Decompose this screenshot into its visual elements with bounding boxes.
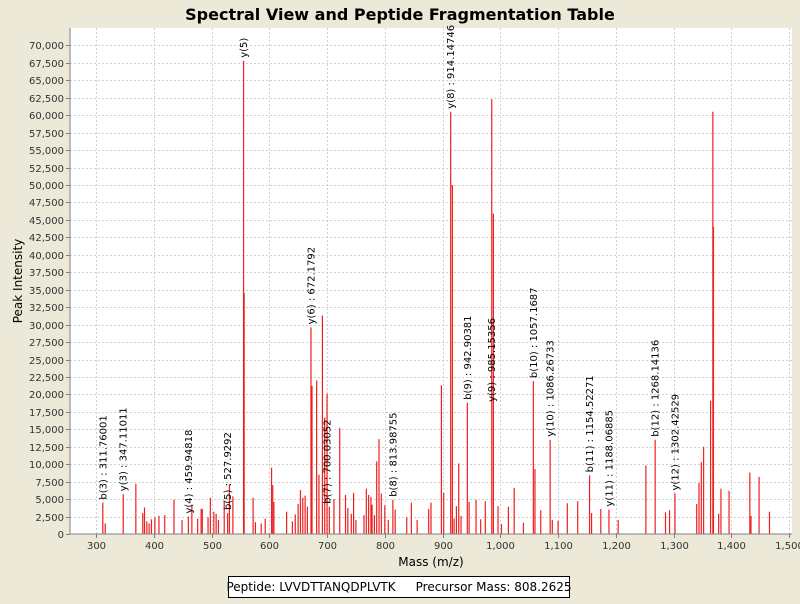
y-tick-label: 70,000 xyxy=(29,41,64,52)
y-tick-label: 55,000 xyxy=(29,146,64,157)
x-tick-label: 500 xyxy=(203,541,222,552)
precursor-mass: Precursor Mass: 808.2625 xyxy=(415,580,572,594)
y-tick-label: 0 xyxy=(58,530,64,541)
y-tick-label: 2,500 xyxy=(35,513,64,524)
peak-annotation-label: y(12) : 1302.42529 xyxy=(670,394,681,491)
y-tick-label: 32,500 xyxy=(29,303,64,314)
x-tick-label: 300 xyxy=(87,541,106,552)
x-axis-label: Mass (m/z) xyxy=(398,555,463,569)
peak-annotation-label: b(8) : 813.98755 xyxy=(388,412,399,496)
x-tick-label: 400 xyxy=(145,541,164,552)
peptide-info-box: Peptide: LVVDTTANQDPLVTK Precursor Mass:… xyxy=(226,576,572,598)
y-tick-label: 65,000 xyxy=(29,76,64,87)
y-tick-label: 22,500 xyxy=(29,373,64,384)
y-tick-label: 40,000 xyxy=(29,251,64,262)
peak-annotation-label: b(10) : 1057.1687 xyxy=(529,287,540,378)
y-tick-label: 15,000 xyxy=(29,425,64,436)
y-tick-label: 37,500 xyxy=(29,268,64,279)
y-tick-label: 5,000 xyxy=(35,495,64,506)
y-tick-label: 42,500 xyxy=(29,233,64,244)
y-tick-label: 50,000 xyxy=(29,181,64,192)
y-tick-label: 20,000 xyxy=(29,390,64,401)
y-tick-label: 67,500 xyxy=(29,59,64,70)
x-tick-label: 1,500 xyxy=(775,541,800,552)
peak-annotation-label: b(11) : 1154.52271 xyxy=(585,375,596,472)
peak-annotation-label: y(10) : 1086.26733 xyxy=(546,340,557,437)
x-tick-label: 900 xyxy=(434,541,453,552)
peak-annotation-label: b(3) : 311.76001 xyxy=(98,415,109,499)
peak-annotation-label: b(9) : 942.90381 xyxy=(463,315,474,399)
x-tick-label: 1,100 xyxy=(544,541,573,552)
peak-annotation-label: y(6) : 672.1792 xyxy=(306,247,317,325)
peak-annotation-label: y(9) : 985.15356 xyxy=(487,318,498,402)
y-tick-label: 60,000 xyxy=(29,111,64,122)
peaks xyxy=(102,60,771,534)
x-tick-label: 700 xyxy=(318,541,337,552)
chart-title: Spectral View and Peptide Fragmentation … xyxy=(185,5,615,24)
y-tick-label: 12,500 xyxy=(29,443,64,454)
peak-annotation-label: y(4) : 459.94818 xyxy=(184,430,195,514)
peptide-sequence: Peptide: LVVDTTANQDPLVTK xyxy=(226,580,396,594)
peak-annotation-label: y(11) : 1188.06885 xyxy=(604,410,615,507)
peak-annotations: b(3) : 311.76001 y(3) : 347.11011 y(4) : 4… xyxy=(98,25,681,514)
y-axis-ticks: 0 2,500 5,000 7,500 10,000 12,500 15,000 17,500… xyxy=(29,41,70,541)
y-axis-label: Peak Intensity xyxy=(11,239,25,324)
x-tick-label: 600 xyxy=(260,541,279,552)
peak-annotation-label: b(7) : 700.03052 xyxy=(323,419,334,503)
x-tick-label: 1,400 xyxy=(717,541,746,552)
peak-annotation-label: y(3) : 347.11011 xyxy=(119,407,130,491)
x-tick-label: 1,200 xyxy=(602,541,631,552)
y-tick-label: 17,500 xyxy=(29,408,64,419)
grid-lines xyxy=(70,28,792,534)
y-tick-label: 52,500 xyxy=(29,164,64,175)
y-tick-label: 27,500 xyxy=(29,338,64,349)
y-tick-label: 10,000 xyxy=(29,460,64,471)
y-tick-label: 25,000 xyxy=(29,356,64,367)
x-tick-label: 1,000 xyxy=(486,541,515,552)
plot-area xyxy=(70,28,792,534)
peak-annotation-label: b(5) : 527.9292 xyxy=(223,432,234,510)
x-tick-label: 1,300 xyxy=(660,541,689,552)
y-tick-label: 47,500 xyxy=(29,198,64,209)
y-tick-label: 57,500 xyxy=(29,129,64,140)
y-tick-label: 62,500 xyxy=(29,94,64,105)
y-tick-label: 35,000 xyxy=(29,286,64,297)
x-tick-label: 800 xyxy=(376,541,395,552)
peak-annotation-label: y(5) xyxy=(239,38,250,58)
y-tick-label: 30,000 xyxy=(29,321,64,332)
peak-annotation-label: y(8) : 914.14746 xyxy=(446,25,457,109)
peak-annotation-label: b(12) : 1268.14136 xyxy=(651,340,662,437)
x-axis-ticks: 300 400 500 600 700 800 900 1,000 1,100 1,200 1,30… xyxy=(87,534,800,552)
y-tick-label: 45,000 xyxy=(29,216,64,227)
y-tick-label: 7,500 xyxy=(35,478,64,489)
